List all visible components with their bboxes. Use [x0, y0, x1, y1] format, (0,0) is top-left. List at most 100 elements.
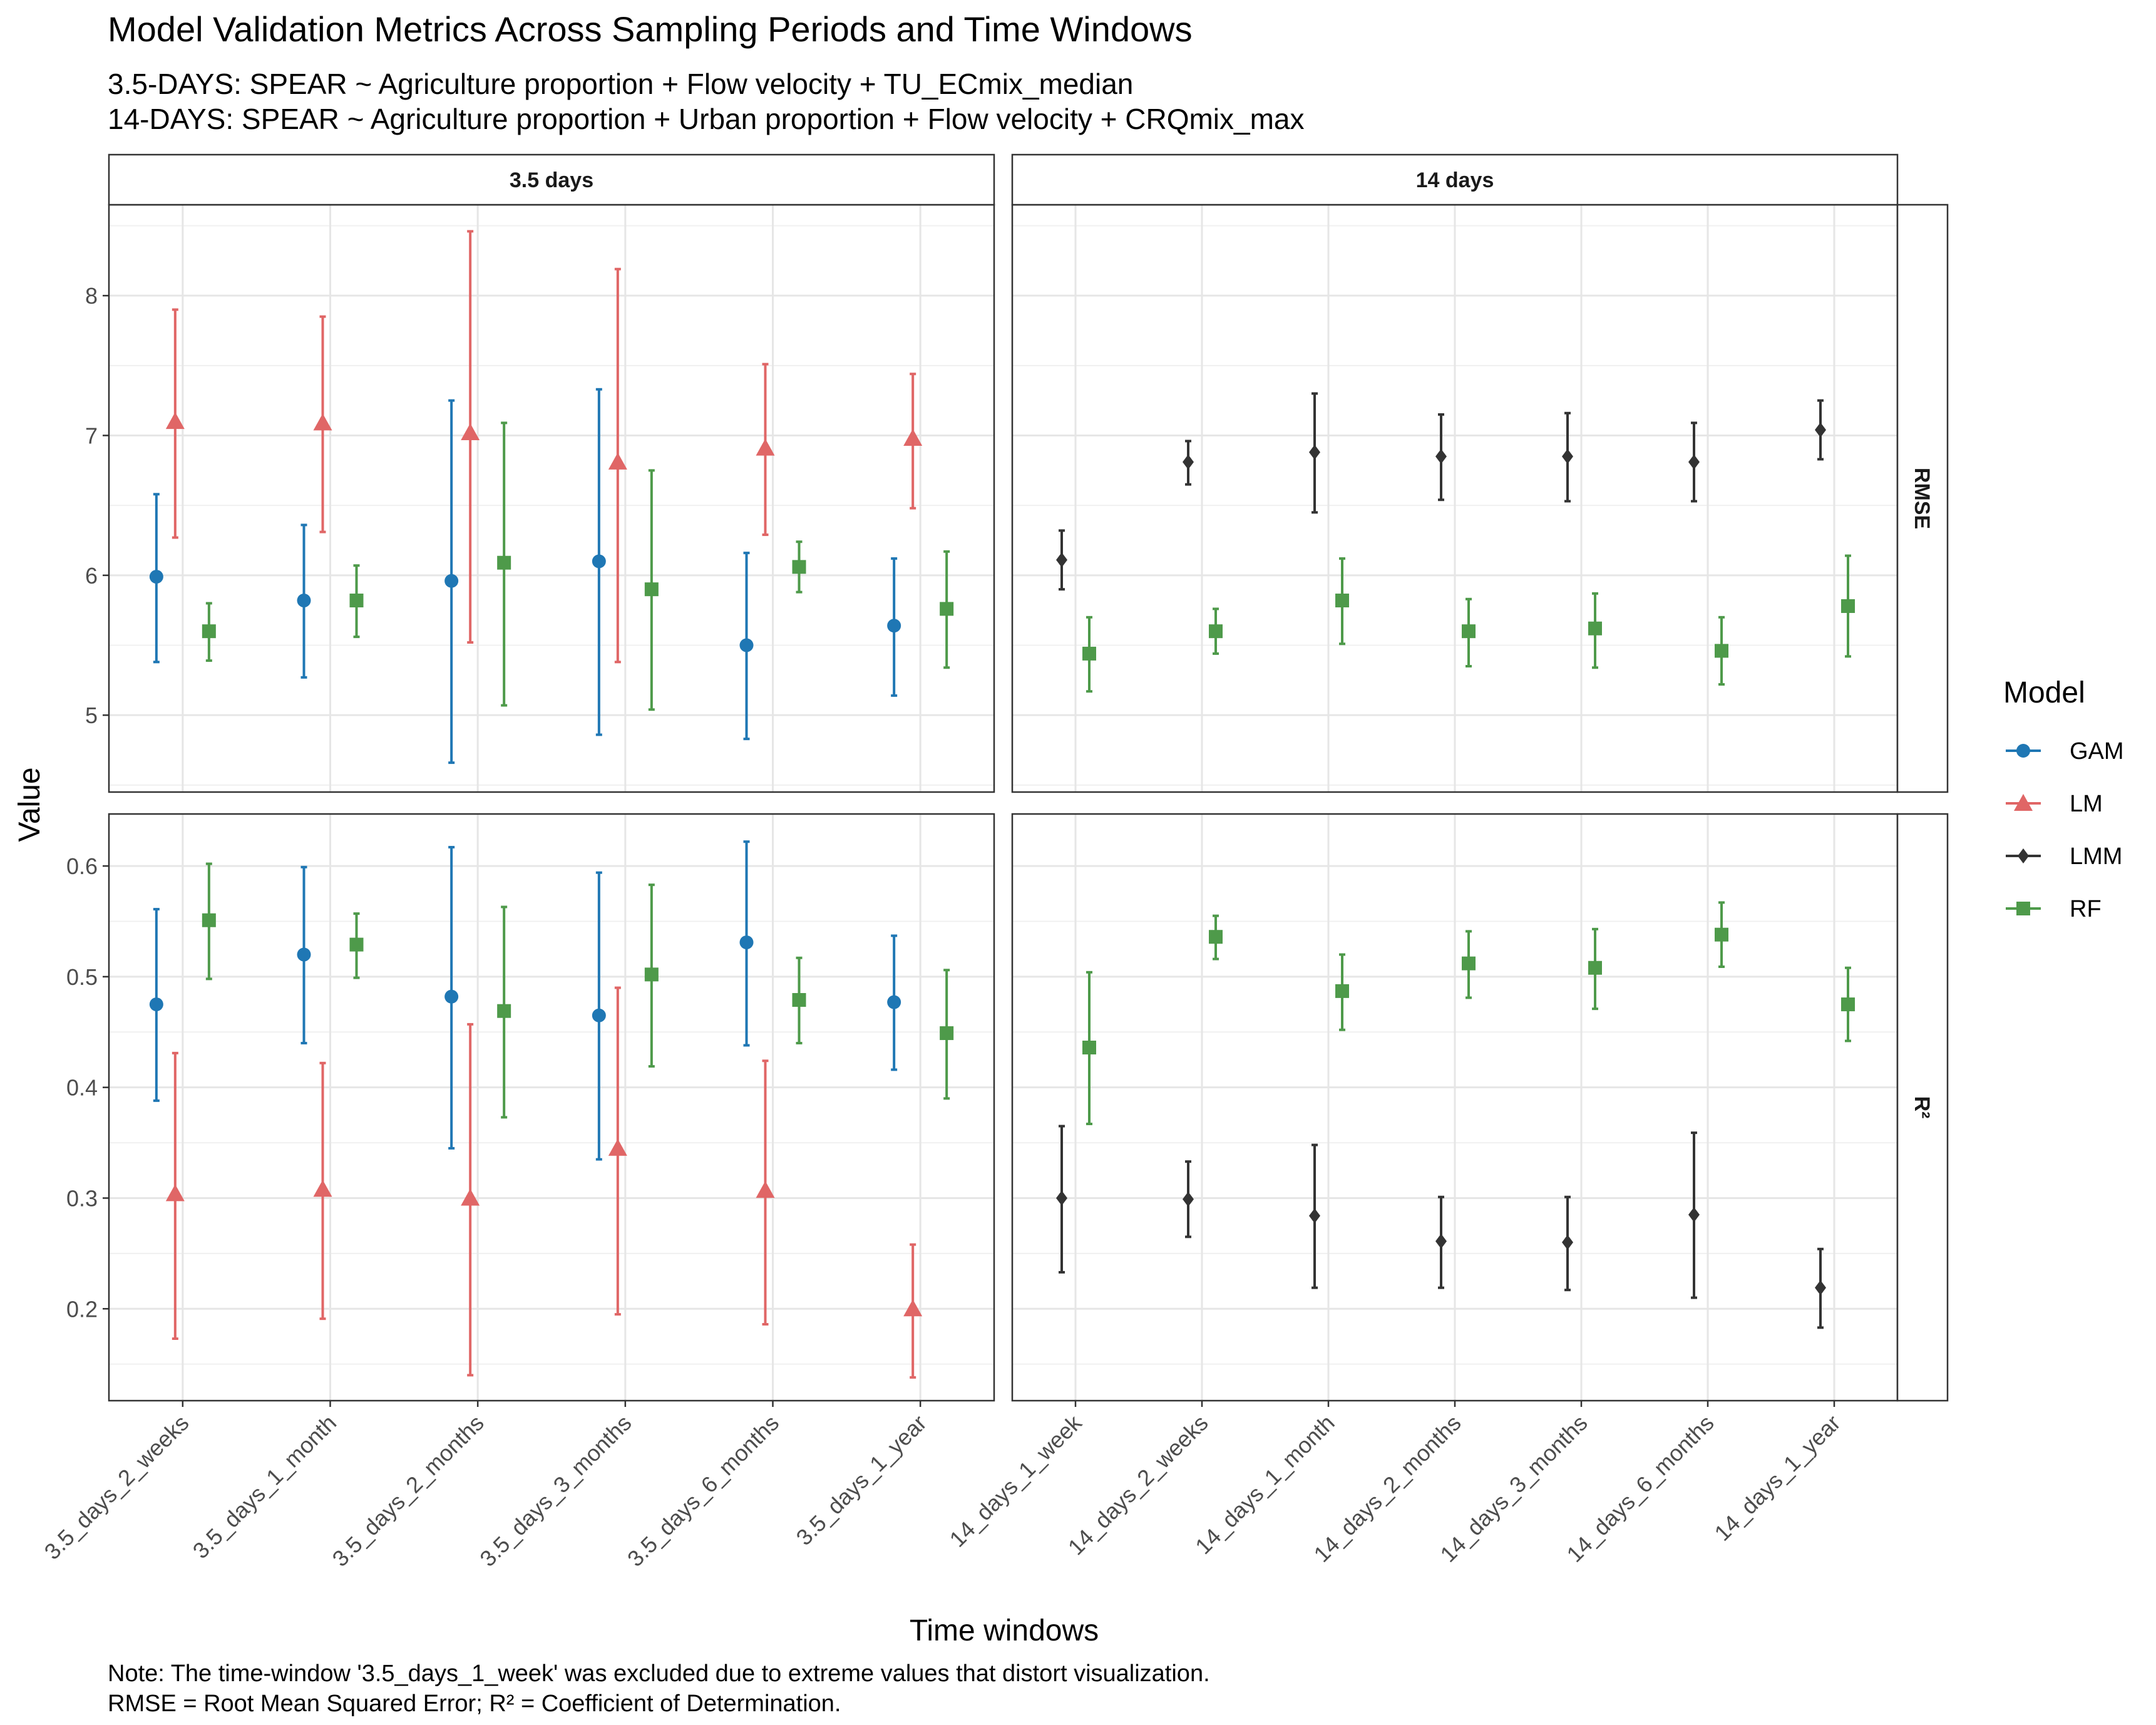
panel-border — [108, 813, 995, 1402]
legend-key-rf — [2016, 902, 2030, 915]
point-rf — [1082, 646, 1096, 661]
caption-line-1: Note: The time-window '3.5_days_1_week' … — [108, 1661, 1210, 1687]
x-tick-label: 3.5_days_2_weeks — [39, 1410, 194, 1565]
point-lmm — [1056, 1190, 1067, 1206]
legend: Model GAM LM LMM RF — [2003, 676, 2124, 922]
point-rf — [1209, 624, 1223, 639]
y-tick-label: 7 — [85, 423, 98, 449]
point-gam — [444, 989, 459, 1004]
panel-background — [109, 205, 994, 792]
point-lm — [461, 423, 480, 441]
point-lmm — [1056, 552, 1067, 568]
point-rf — [940, 602, 954, 616]
facet-strip-row-label: R² — [1910, 1096, 1934, 1119]
x-tick-label: 14_days_1_week — [945, 1409, 1087, 1552]
y-tick-label: 0.3 — [66, 1185, 98, 1211]
point-gam — [149, 570, 163, 584]
legend-label-lm: LM — [2070, 791, 2103, 817]
x-tick-label: 3.5_days_6_months — [622, 1410, 784, 1572]
point-gam — [739, 638, 754, 652]
point-lmm — [1562, 1235, 1573, 1250]
point-rf — [1588, 621, 1602, 636]
point-lmm — [1815, 1280, 1826, 1295]
y-tick-label: 5 — [85, 703, 98, 728]
x-tick-label: 14_days_1_month — [1190, 1410, 1339, 1559]
y-tick-label: 0.5 — [66, 964, 98, 990]
point-gam — [887, 995, 901, 1009]
point-lmm — [1688, 454, 1700, 470]
point-rf — [202, 913, 216, 927]
point-rf — [940, 1026, 954, 1041]
point-lm — [313, 1180, 332, 1197]
point-lm — [903, 1299, 923, 1317]
facet-strip-column-label: 3.5 days — [510, 168, 593, 192]
point-rf — [644, 967, 659, 982]
point-gam — [149, 997, 163, 1012]
facet-strip-row — [1896, 813, 1949, 1402]
point-lm — [903, 428, 923, 446]
legend-title: Model — [2003, 676, 2085, 709]
point-gam — [592, 1008, 606, 1022]
point-lm — [165, 412, 185, 430]
point-rf — [1335, 594, 1349, 608]
point-lmm — [1183, 1192, 1194, 1207]
x-tick-label: 3.5_days_1_month — [188, 1410, 342, 1564]
facet-strip-row-label: RMSE — [1910, 468, 1934, 529]
facet-strip-column — [108, 153, 995, 206]
point-rf — [1462, 956, 1476, 971]
point-gam — [739, 935, 754, 950]
point-rf — [497, 555, 511, 570]
point-lm — [165, 1184, 185, 1202]
facet-panels: 5678RMSE0.20.30.40.50.63.5_days_2_weeks3… — [39, 153, 1949, 1572]
facet-strip-row — [1896, 203, 1949, 793]
legend-label-rf: RF — [2070, 896, 2102, 922]
x-tick-label: 3.5_days_3_months — [475, 1410, 636, 1572]
point-lmm — [1309, 1208, 1320, 1223]
legend-key-lm — [2014, 794, 2033, 811]
point-lm — [608, 452, 627, 470]
point-lmm — [1435, 449, 1447, 464]
legend-label-lmm: LMM — [2070, 843, 2122, 870]
point-lmm — [1309, 445, 1320, 460]
point-rf — [1715, 644, 1728, 658]
x-tick-label: 3.5_days_2_months — [327, 1410, 489, 1572]
point-lmm — [1688, 1207, 1700, 1222]
facet-strip-column — [1011, 153, 1899, 206]
x-tick-label: 14_days_2_weeks — [1063, 1410, 1213, 1560]
y-tick-label: 0.6 — [66, 853, 98, 879]
point-rf — [1082, 1041, 1096, 1055]
point-lm — [756, 1181, 775, 1198]
x-axis-title: Time windows — [910, 1614, 1099, 1647]
y-axis-title: Value — [13, 767, 46, 842]
panel-background — [109, 814, 994, 1401]
point-gam — [887, 619, 901, 633]
point-gam — [297, 594, 311, 608]
legend-key-gam — [2016, 744, 2030, 758]
point-lmm — [1562, 449, 1573, 464]
point-lm — [461, 1188, 480, 1206]
y-tick-label: 0.2 — [66, 1296, 98, 1322]
point-rf — [792, 993, 806, 1007]
chart-subtitle-line-1: 3.5-DAYS: SPEAR ~ Agriculture proportion… — [108, 68, 1133, 100]
facet-strip-column-label: 14 days — [1416, 168, 1494, 192]
legend-key-lmm — [2018, 848, 2029, 863]
point-rf — [1841, 599, 1855, 613]
point-rf — [1588, 960, 1602, 975]
point-rf — [349, 594, 364, 608]
point-rf — [644, 582, 659, 597]
x-tick-label: 14_days_1_year — [1709, 1410, 1845, 1546]
point-lm — [313, 413, 332, 431]
point-lmm — [1815, 422, 1826, 438]
point-gam — [592, 554, 606, 569]
point-lm — [608, 1138, 627, 1156]
point-rf — [1715, 927, 1728, 942]
point-rf — [202, 624, 216, 639]
point-lmm — [1183, 454, 1194, 470]
chart-title: Model Validation Metrics Across Sampling… — [108, 9, 1193, 49]
y-tick-label: 0.4 — [66, 1075, 98, 1101]
point-lmm — [1435, 1233, 1447, 1249]
y-tick-label: 6 — [85, 563, 98, 589]
point-rf — [792, 560, 806, 574]
caption-line-2: RMSE = Root Mean Squared Error; R² = Coe… — [108, 1691, 841, 1717]
